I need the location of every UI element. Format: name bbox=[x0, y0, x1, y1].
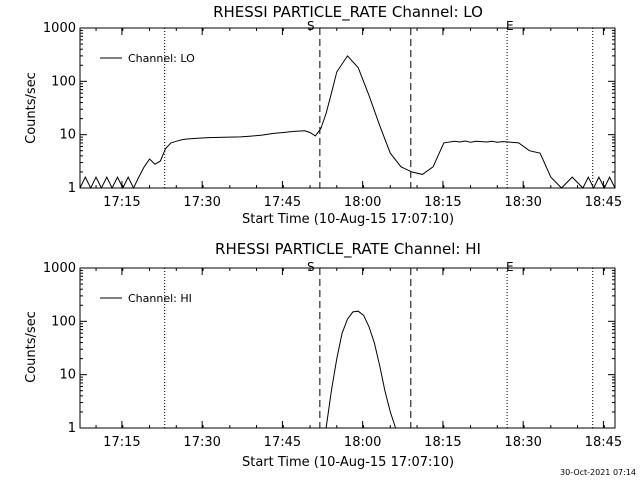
x-tick-label: 18:45 bbox=[585, 435, 622, 450]
x-tick-label: 18:15 bbox=[424, 195, 461, 210]
x-axis-label: Start Time (10-Aug-15 17:07:10) bbox=[242, 212, 454, 227]
x-tick-label: 18:30 bbox=[504, 195, 541, 210]
end-marker: E bbox=[506, 19, 514, 33]
x-axis-label: Start Time (10-Aug-15 17:07:10) bbox=[242, 455, 454, 470]
panel-lo: RHESSI PARTICLE_RATE Channel: LO Start T… bbox=[24, 3, 622, 227]
y-tick-label: 1 bbox=[68, 421, 76, 436]
x-tick-label: 18:30 bbox=[504, 435, 541, 450]
y-tick-label: 1000 bbox=[43, 261, 76, 276]
x-tick-label: 17:30 bbox=[183, 435, 220, 450]
legend-label: Channel: LO bbox=[128, 52, 195, 65]
x-tick-label: 17:15 bbox=[103, 195, 140, 210]
chart-title: RHESSI PARTICLE_RATE Channel: HI bbox=[215, 240, 481, 259]
y-tick-label: 100 bbox=[51, 74, 76, 89]
end-marker: E bbox=[506, 260, 514, 274]
x-tick-label: 17:45 bbox=[264, 195, 301, 210]
y-tick-label: 10 bbox=[59, 128, 76, 143]
x-tick-label: 17:30 bbox=[183, 195, 220, 210]
series-line bbox=[79, 55, 616, 190]
y-tick-label: 1 bbox=[68, 181, 76, 196]
x-tick-label: 18:45 bbox=[585, 195, 622, 210]
y-tick-label: 100 bbox=[51, 314, 76, 329]
series-line bbox=[325, 310, 397, 429]
x-tick-label: 18:00 bbox=[344, 195, 381, 210]
y-axis-label: Counts/sec bbox=[24, 311, 39, 383]
x-tick-label: 17:15 bbox=[103, 435, 140, 450]
x-tick-label: 18:00 bbox=[344, 435, 381, 450]
panel-hi: RHESSI PARTICLE_RATE Channel: HI Start T… bbox=[24, 240, 622, 470]
y-tick-label: 1000 bbox=[43, 21, 76, 36]
plot-frame bbox=[79, 27, 616, 189]
start-marker: S bbox=[307, 260, 315, 274]
timestamp: 30-Oct-2021 07:14 bbox=[560, 468, 636, 477]
plot-frame bbox=[79, 267, 616, 429]
y-axis-label: Counts/sec bbox=[24, 72, 39, 144]
legend-label: Channel: HI bbox=[128, 292, 192, 305]
start-marker: S bbox=[307, 19, 315, 33]
y-tick-label: 10 bbox=[59, 368, 76, 383]
x-tick-label: 18:15 bbox=[424, 435, 461, 450]
x-tick-label: 17:45 bbox=[264, 435, 301, 450]
chart-title: RHESSI PARTICLE_RATE Channel: LO bbox=[213, 3, 483, 22]
